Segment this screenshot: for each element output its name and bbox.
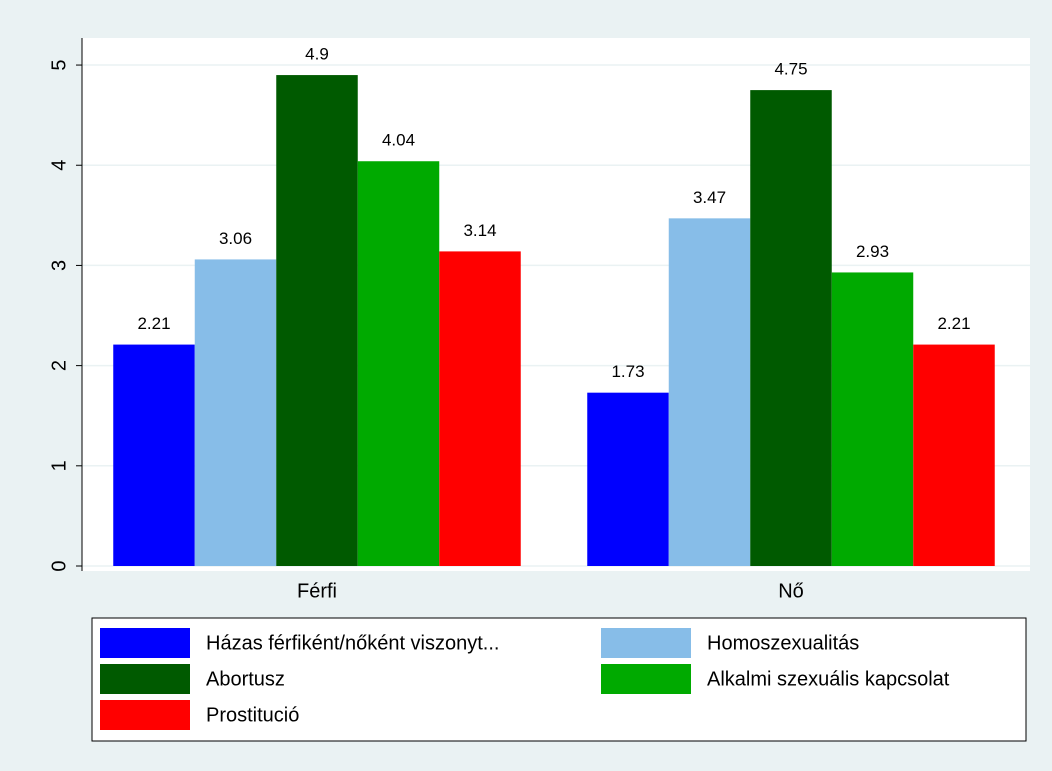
legend-label: Prostitució xyxy=(206,704,299,726)
legend-swatch xyxy=(100,664,190,694)
value-label: 2.21 xyxy=(937,314,970,333)
value-label: 2.21 xyxy=(137,314,170,333)
value-label: 4.04 xyxy=(382,131,415,150)
y-tick-label: 2 xyxy=(48,360,70,371)
x-tick-label: Férfi xyxy=(297,580,337,602)
bar xyxy=(439,251,521,566)
value-label: 1.73 xyxy=(611,362,644,381)
legend-swatch xyxy=(601,628,691,658)
value-label: 3.47 xyxy=(693,188,726,207)
bar xyxy=(194,259,277,566)
value-label: 4.75 xyxy=(774,60,807,79)
y-tick-label: 3 xyxy=(48,260,70,271)
value-label: 3.06 xyxy=(219,229,252,248)
legend-label: Homoszexualitás xyxy=(707,632,859,654)
bar xyxy=(831,272,914,566)
bar xyxy=(113,344,195,566)
value-label: 3.14 xyxy=(463,221,496,240)
legend-swatch xyxy=(100,700,190,730)
bar xyxy=(276,75,358,567)
y-tick-label: 4 xyxy=(48,160,70,171)
bar xyxy=(913,344,995,566)
legend-label: Házas férfiként/nőként viszonyt... xyxy=(206,632,499,654)
legend-label: Abortusz xyxy=(206,668,285,690)
x-tick-label: Nő xyxy=(778,580,804,602)
legend-label: Alkalmi szexuális kapcsolat xyxy=(707,668,950,690)
legend-swatch xyxy=(100,628,190,658)
y-tick-label: 1 xyxy=(48,460,70,471)
bar xyxy=(587,392,669,566)
value-label: 2.93 xyxy=(856,242,889,261)
y-tick-label: 0 xyxy=(48,560,70,571)
legend-swatch xyxy=(601,664,691,694)
bar xyxy=(668,218,751,566)
value-label: 4.9 xyxy=(305,45,329,64)
legend-box xyxy=(91,617,1027,742)
y-tick-label: 5 xyxy=(48,59,70,70)
bar xyxy=(750,90,832,567)
bar xyxy=(357,161,440,566)
